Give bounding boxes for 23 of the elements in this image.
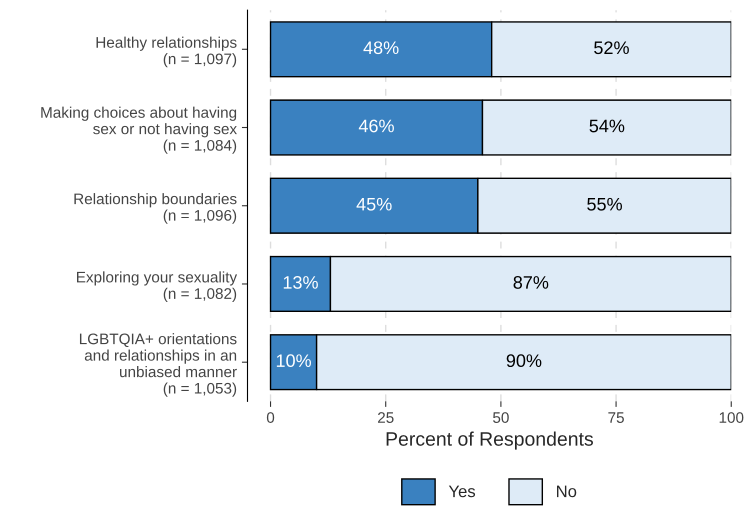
data-label: 48% xyxy=(363,41,399,54)
data-label: 55% xyxy=(587,198,622,211)
x-axis-title: Percent of Respondents xyxy=(386,432,593,450)
y-tick-label: Healthy relationships (n = 1,097) xyxy=(96,36,237,68)
data-label: 87% xyxy=(514,276,548,289)
data-label: 90% xyxy=(506,354,542,368)
x-tick-label: 100 xyxy=(720,412,744,423)
data-label: 54% xyxy=(590,120,624,132)
data-label: 46% xyxy=(358,120,394,132)
legend-label: No xyxy=(557,486,576,498)
x-tick-label: 0 xyxy=(266,412,274,423)
data-label: 13% xyxy=(284,276,318,289)
data-label: 10% xyxy=(276,354,311,368)
y-tick-label: Exploring your sexuality (n = 1,082) xyxy=(77,271,238,302)
y-tick-label: Relationship boundaries (n = 1,096) xyxy=(74,193,237,224)
y-tick-label: Making choices about having sex or not having sex (n = 1,084) xyxy=(41,106,237,154)
x-tick-label: 75 xyxy=(608,412,624,423)
data-label: 52% xyxy=(594,41,629,54)
data-label: 45% xyxy=(356,198,392,211)
legend-label: Yes xyxy=(448,486,476,498)
x-tick-label: 25 xyxy=(378,412,394,423)
y-tick-label: LGBTQIA+ orientations and relationships in an unbiased manner (n = 1,053) xyxy=(80,333,237,397)
x-tick-label: 50 xyxy=(493,412,509,423)
